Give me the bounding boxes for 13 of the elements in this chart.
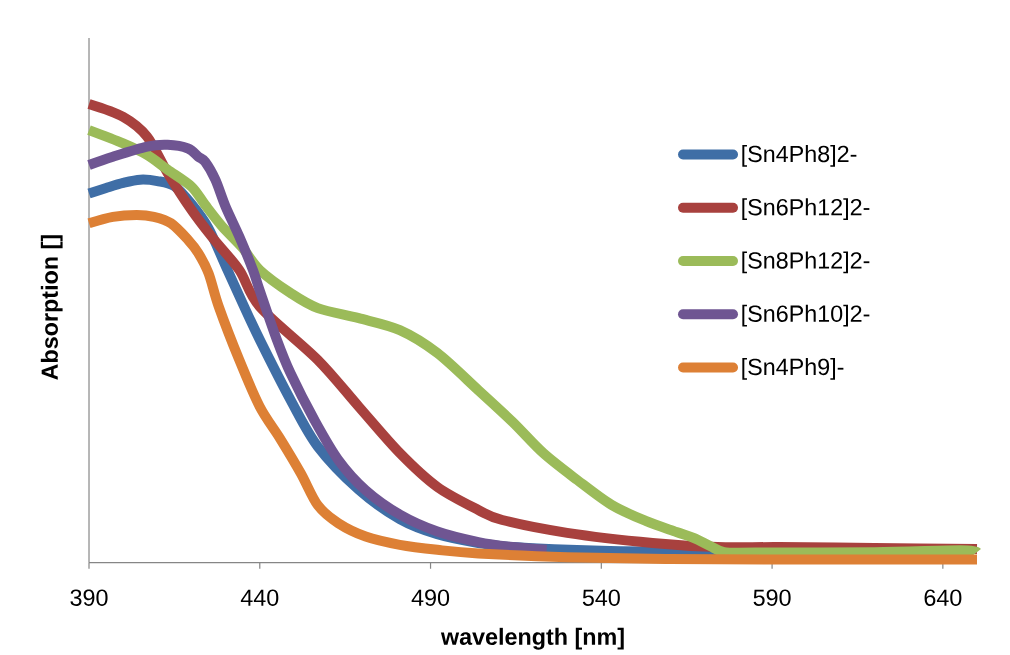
legend-label: [Sn4Ph8]2- <box>742 145 857 167</box>
legend-label: [Sn4Ph9]- <box>742 358 844 380</box>
legend-label: [Sn6Ph10]2- <box>742 304 870 327</box>
x-tick-label: 640 <box>924 589 962 606</box>
x-tick-label: 390 <box>70 589 108 606</box>
y-axis-title: Absorption [] <box>40 235 63 380</box>
legend-label: [Sn8Ph12]2- <box>742 251 870 274</box>
x-tick-label: 490 <box>411 589 450 606</box>
x-tick-label: 590 <box>753 589 791 606</box>
legend-label: [Sn6Ph12]2- <box>742 198 870 221</box>
x-axis-title: wavelength [nm] <box>440 627 624 650</box>
x-tick-label: 440 <box>240 589 279 606</box>
x-tick-label: 540 <box>582 589 620 606</box>
